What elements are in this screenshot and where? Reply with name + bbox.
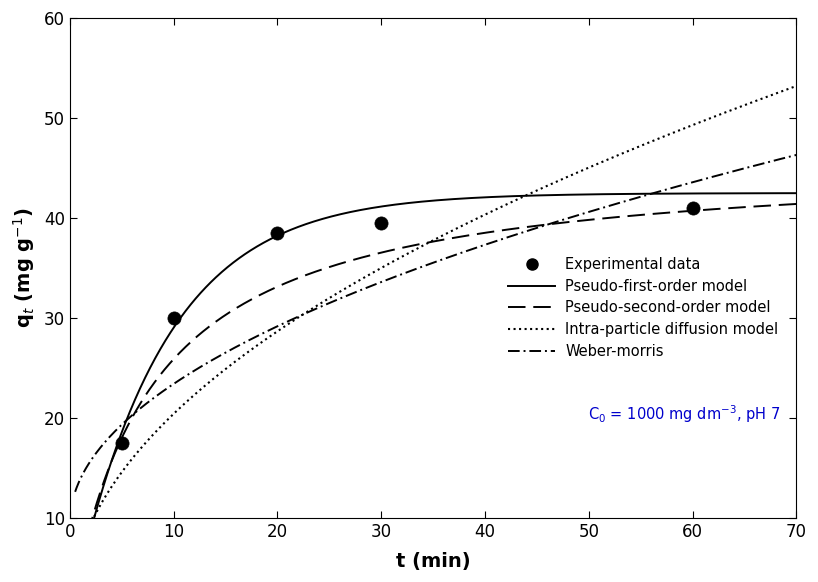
Point bbox=[115, 438, 128, 448]
Legend: Experimental data, Pseudo-first-order model, Pseudo-second-order model, Intra-pa: Experimental data, Pseudo-first-order mo… bbox=[508, 257, 778, 359]
X-axis label: t (min): t (min) bbox=[396, 552, 470, 571]
Point bbox=[686, 203, 699, 212]
Point bbox=[375, 218, 388, 228]
Y-axis label: q$_t$ (mg g$^{-1}$): q$_t$ (mg g$^{-1}$) bbox=[11, 208, 37, 328]
Point bbox=[271, 228, 284, 237]
Text: C$_0$ = 1000 mg dm$^{-3}$, pH 7: C$_0$ = 1000 mg dm$^{-3}$, pH 7 bbox=[588, 404, 780, 425]
Point bbox=[167, 313, 180, 322]
